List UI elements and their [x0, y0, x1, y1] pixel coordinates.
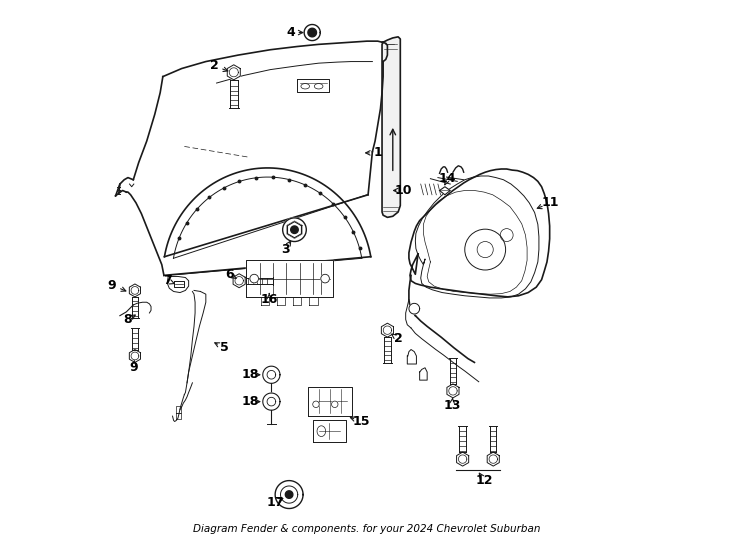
- Text: 18: 18: [241, 368, 258, 381]
- Text: 13: 13: [443, 399, 460, 412]
- Text: 9: 9: [107, 279, 116, 292]
- Text: 5: 5: [220, 341, 229, 354]
- Text: 8: 8: [123, 313, 132, 326]
- Polygon shape: [304, 24, 320, 40]
- Polygon shape: [409, 169, 550, 297]
- Text: 4: 4: [286, 26, 295, 39]
- Circle shape: [501, 228, 513, 241]
- Polygon shape: [287, 221, 302, 238]
- Polygon shape: [267, 397, 276, 406]
- Polygon shape: [246, 260, 333, 297]
- Polygon shape: [288, 221, 302, 238]
- Polygon shape: [263, 366, 280, 383]
- Polygon shape: [275, 481, 303, 509]
- Polygon shape: [174, 281, 184, 287]
- Text: 2: 2: [393, 332, 402, 345]
- Polygon shape: [280, 486, 298, 503]
- Text: 16: 16: [261, 293, 278, 306]
- Polygon shape: [409, 303, 420, 314]
- Circle shape: [291, 226, 298, 233]
- Circle shape: [465, 229, 506, 270]
- Text: 2: 2: [209, 59, 218, 72]
- Polygon shape: [228, 65, 240, 80]
- Polygon shape: [263, 393, 280, 410]
- Polygon shape: [440, 187, 450, 195]
- Text: 15: 15: [353, 415, 371, 428]
- Polygon shape: [308, 28, 316, 37]
- Text: 11: 11: [542, 197, 559, 210]
- Polygon shape: [233, 274, 245, 288]
- Circle shape: [477, 241, 493, 258]
- Polygon shape: [129, 349, 140, 362]
- Polygon shape: [308, 387, 352, 416]
- Polygon shape: [286, 491, 293, 498]
- Circle shape: [313, 401, 319, 408]
- Text: 12: 12: [476, 474, 493, 487]
- Text: 1: 1: [374, 146, 382, 159]
- Text: Diagram Fender & components. for your 2024 Chevrolet Suburban: Diagram Fender & components. for your 20…: [193, 523, 541, 534]
- Text: 7: 7: [163, 274, 172, 287]
- Polygon shape: [447, 384, 459, 398]
- Circle shape: [321, 274, 330, 283]
- Polygon shape: [382, 37, 400, 218]
- Polygon shape: [313, 421, 346, 442]
- Text: 18: 18: [241, 395, 258, 408]
- Circle shape: [283, 218, 306, 241]
- Text: 6: 6: [225, 268, 234, 281]
- Polygon shape: [167, 276, 189, 293]
- Polygon shape: [382, 323, 393, 337]
- Polygon shape: [267, 370, 276, 379]
- Text: 10: 10: [395, 184, 413, 197]
- Text: 9: 9: [129, 361, 137, 374]
- Text: 3: 3: [281, 243, 290, 256]
- Text: 14: 14: [439, 172, 457, 185]
- Circle shape: [332, 401, 338, 408]
- Polygon shape: [457, 452, 469, 466]
- Circle shape: [250, 274, 258, 283]
- Polygon shape: [487, 452, 499, 466]
- Text: 17: 17: [267, 496, 284, 509]
- Polygon shape: [129, 284, 140, 297]
